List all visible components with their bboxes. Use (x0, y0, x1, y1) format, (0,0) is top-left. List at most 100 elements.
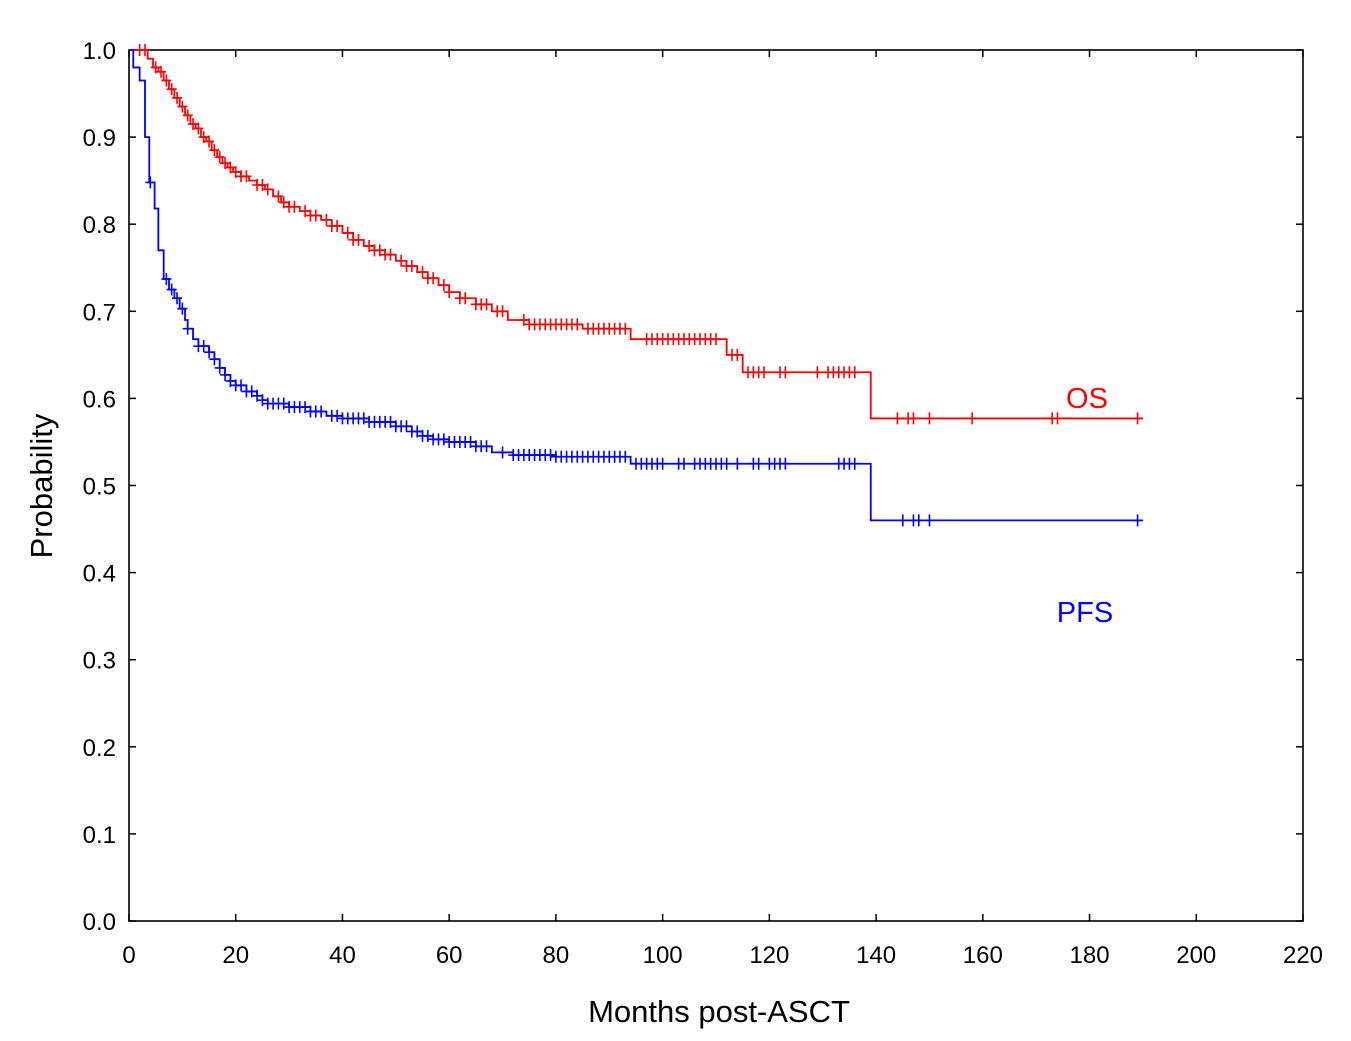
x-tick-label: 220 (1283, 942, 1323, 969)
os-censor-mark (353, 233, 364, 246)
os-censor-mark (140, 44, 151, 56)
x-tick-label: 80 (543, 942, 570, 969)
os-censor-mark (732, 348, 743, 361)
x-tick-label: 180 (1070, 942, 1110, 969)
os-censor-mark (332, 219, 343, 232)
os-censor-mark (225, 161, 236, 174)
os-censor-mark (759, 366, 770, 379)
pfs-censor-mark (657, 457, 668, 470)
os-censor-mark (172, 91, 183, 104)
x-tick-label: 40 (329, 942, 356, 969)
os-censor-mark (374, 244, 385, 257)
os-censor-mark (273, 190, 284, 203)
pfs-censor-mark (246, 385, 257, 398)
os-censor-mark (1052, 412, 1063, 425)
y-tick-label: 0.0 (83, 909, 116, 936)
pfs-censor-mark (924, 514, 935, 527)
pfs-censor-mark (620, 450, 631, 463)
pfs-censor-mark (214, 361, 225, 374)
pfs-censor-mark (1132, 514, 1143, 527)
x-tick-label: 140 (856, 942, 896, 969)
os-censor-mark (177, 100, 188, 113)
os-censor-mark (892, 412, 903, 425)
os-censor-mark (364, 239, 375, 252)
pfs-censor-mark (897, 514, 908, 527)
os-censor-mark (156, 65, 167, 78)
pfs-censor-mark (401, 420, 412, 433)
plot-frame (128, 49, 1304, 922)
os-censor-mark (204, 135, 215, 148)
pfs-censor-mark (220, 368, 231, 381)
y-tick-label: 0.7 (83, 299, 116, 326)
pfs-censor-mark (385, 415, 396, 428)
os-censor-mark (198, 131, 209, 144)
os-censor-mark (230, 165, 241, 178)
y-tick-label: 0.2 (83, 735, 116, 762)
os-censor-mark (188, 118, 199, 131)
pfs-censor-mark (678, 457, 689, 470)
pfs-censor-mark (316, 405, 327, 418)
os-censor-mark (262, 183, 273, 196)
os-censor-mark (321, 213, 332, 226)
pfs-censor-mark (172, 292, 183, 305)
os-censor-mark (711, 333, 721, 346)
y-axis: 0.0 0.1 0.2 0.3 0.4 0.5 0.6 0.7 0.8 0.9 1.0 (83, 38, 1303, 936)
pfs-censor-mark (465, 435, 476, 448)
os-censor-mark (908, 412, 919, 425)
os-censor-mark (396, 254, 407, 267)
os-censor-mark (967, 412, 978, 425)
os-censor-mark (310, 209, 321, 222)
pfs-censor-mark (166, 283, 177, 296)
os-censor-mark (342, 226, 353, 239)
pfs-censor-mark (236, 379, 247, 392)
os-censor-mark (812, 366, 823, 379)
os-censor-mark (214, 151, 225, 164)
y-tick-label: 0.9 (83, 125, 116, 152)
series-layer (129, 44, 1143, 527)
pfs-censor-mark (198, 340, 209, 353)
pfs-censor-mark (161, 273, 172, 286)
pfs-survival-line (129, 49, 1143, 522)
os-censor-mark (620, 322, 631, 335)
y-tick-label: 0.5 (83, 474, 116, 501)
pfs-censor-mark (300, 401, 311, 414)
pfs-censor-mark (278, 397, 289, 410)
pfs-censor-mark (177, 302, 188, 315)
pfs-censor-mark (332, 409, 343, 422)
pfs-censor-mark (849, 457, 860, 470)
os-censor-mark (849, 366, 860, 379)
pfs-censor-mark (438, 433, 449, 446)
os-censor-mark (278, 196, 289, 209)
pfs-censor-mark (753, 457, 764, 470)
os-censor-mark (241, 170, 252, 183)
os-censor-mark (497, 305, 508, 318)
x-tick-label: 160 (963, 942, 1003, 969)
os-censor-mark (166, 83, 177, 96)
os-censor-mark (289, 200, 300, 213)
pfs-censor-mark (545, 449, 556, 462)
x-tick-label: 20 (222, 942, 249, 969)
os-censor-mark (300, 205, 311, 218)
y-tick-label: 0.3 (83, 648, 116, 675)
os-censor-mark (428, 272, 439, 285)
os-censor-mark (518, 314, 529, 327)
pfs-censor-mark (182, 322, 193, 335)
y-axis-label: Probability (24, 413, 59, 558)
x-axis-label: Months post-ASCT (588, 994, 850, 1029)
x-tick-label: 120 (749, 942, 789, 969)
os-censor-mark (460, 292, 471, 305)
os-censor-mark (193, 122, 204, 135)
pfs-censor-mark (422, 429, 433, 442)
y-tick-label: 1.0 (83, 38, 116, 65)
os-survival-line (129, 49, 1143, 420)
x-axis: 0 20 40 60 80 100 120 140 160 180 200 220 (122, 50, 1323, 969)
y-tick-label: 0.8 (83, 212, 116, 239)
y-tick-label: 0.1 (83, 822, 116, 849)
pfs-censor-mark (721, 457, 732, 470)
os-censor-mark (406, 260, 417, 273)
os-censor-mark (257, 179, 268, 192)
os-censor-mark (444, 286, 455, 299)
series-label-pfs: PFS (1057, 597, 1113, 629)
pfs-censor-mark (732, 457, 743, 470)
x-tick-label: 60 (436, 942, 463, 969)
